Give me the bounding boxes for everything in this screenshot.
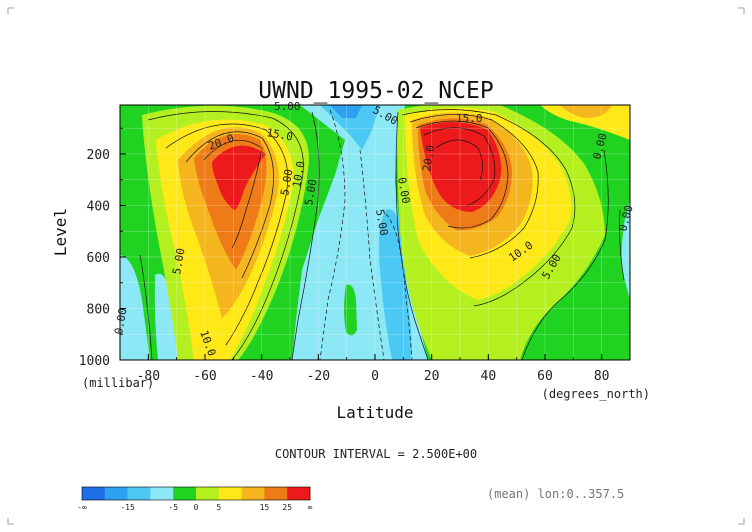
colorbar-label: 5	[216, 503, 221, 512]
x-tick-label: -20	[307, 369, 330, 384]
contour-label-layer: 20.0 15.0 10.0 5.00 5.00 5.00 10.0 0.00 …	[112, 100, 636, 358]
y-tick-label: 800	[87, 302, 110, 317]
contour-line	[435, 139, 483, 181]
negative-contours	[319, 109, 413, 360]
y-axis-label: Level	[51, 208, 70, 256]
colorbar-frame	[81, 486, 311, 501]
x-tick-label: -40	[250, 369, 273, 384]
contour-line	[359, 149, 385, 360]
x-tick-label: 20	[424, 369, 440, 384]
crop-mark-bl	[7, 518, 14, 525]
colorbar-swatch	[196, 487, 220, 500]
contour-interval: CONTOUR INTERVAL = 2.500E+00	[275, 447, 477, 461]
contour-line	[203, 140, 263, 249]
y-tick-label: 1000	[79, 354, 110, 369]
contour-label: 0.00	[112, 307, 129, 335]
contour-label: 5.00	[278, 168, 295, 196]
x-tick-label: -60	[193, 369, 216, 384]
chart-title: UWND_1995-02_NCEP	[258, 78, 493, 104]
colorbar-label: 15	[260, 503, 270, 512]
easterly-core	[330, 105, 362, 118]
colorbar-swatch	[264, 487, 288, 500]
contour-label: 15.0	[456, 112, 483, 125]
contour-line	[619, 209, 625, 281]
arctic-upper-core	[560, 105, 612, 118]
colorbar-swatch	[150, 487, 174, 500]
contour-line	[395, 111, 429, 360]
contour-line	[385, 213, 413, 360]
contour-line	[423, 127, 496, 207]
north-jet-25	[420, 121, 502, 212]
crop-mark-tl	[7, 7, 14, 14]
contour-line	[401, 109, 576, 307]
south-polar-easterlies	[120, 255, 150, 360]
contour-label: 5.00	[170, 247, 187, 275]
crop-mark-tr	[738, 7, 745, 14]
contour-line	[415, 120, 509, 229]
x-tick-label: -80	[137, 369, 160, 384]
y-tick-label: 400	[87, 199, 110, 214]
contour-line	[291, 111, 320, 360]
y-axis: 200 400 600 800 1000	[79, 127, 126, 369]
colorbar-label: -5	[168, 503, 178, 512]
x-axis-label: Latitude	[336, 403, 413, 422]
easterly-top	[320, 105, 380, 150]
contour-label: 5.00	[302, 178, 319, 206]
x-unit: (degrees_north)	[542, 387, 650, 401]
contour-line	[319, 109, 346, 360]
x-axis: -80 -60 -40 -20 0 20 40 60 80	[119, 354, 631, 384]
contour-label: 15.0	[265, 126, 293, 143]
y-tick-label: 200	[87, 148, 110, 163]
north-polar-edge	[621, 200, 630, 300]
colorbar-label: -15	[120, 503, 135, 512]
south-jet-25	[212, 145, 266, 210]
colorbar-swatch	[104, 487, 128, 500]
x-tick-label: 40	[481, 369, 497, 384]
x-tick-label: 0	[371, 369, 379, 384]
mean-footnote: (mean) lon:0..357.5	[487, 487, 624, 501]
green-island	[344, 284, 357, 336]
colorbar-swatch	[287, 487, 311, 500]
contour-line	[165, 123, 289, 346]
south-polar-strip	[154, 273, 178, 360]
colorbar-labels: -∞ -15 -5 0 5 15 25 ∞	[77, 503, 312, 512]
contour-line	[521, 149, 609, 360]
colorbar-swatch	[173, 487, 197, 500]
colorbar-swatch	[82, 487, 106, 500]
colorbar-swatch	[127, 487, 151, 500]
colorbar-label: ∞	[308, 503, 313, 512]
colorbar-label: 0	[194, 503, 199, 512]
colorbar-swatch	[241, 487, 265, 500]
x-tick-label: 60	[537, 369, 553, 384]
arctic-upper	[540, 105, 630, 140]
y-unit: (millibar)	[82, 376, 154, 390]
y-tick-label: 600	[87, 251, 110, 266]
colorbar-label: -∞	[77, 503, 87, 512]
contour-label: 5.00	[373, 208, 390, 236]
contour-line	[409, 114, 539, 259]
contour-label: 5.00	[274, 100, 301, 113]
contour-line	[147, 111, 304, 360]
contour-label: 10.0	[290, 160, 307, 188]
contour-label: 0.00	[395, 176, 412, 204]
x-tick-label: 80	[594, 369, 610, 384]
contour-label: 20.0	[420, 144, 437, 172]
contour-line	[185, 131, 274, 279]
crop-mark-br	[738, 518, 745, 525]
colorbar-swatch	[218, 487, 242, 500]
colorbar	[81, 486, 311, 501]
colorbar-label: 25	[282, 503, 292, 512]
contour-line	[139, 254, 153, 360]
contour-lines	[139, 109, 625, 360]
